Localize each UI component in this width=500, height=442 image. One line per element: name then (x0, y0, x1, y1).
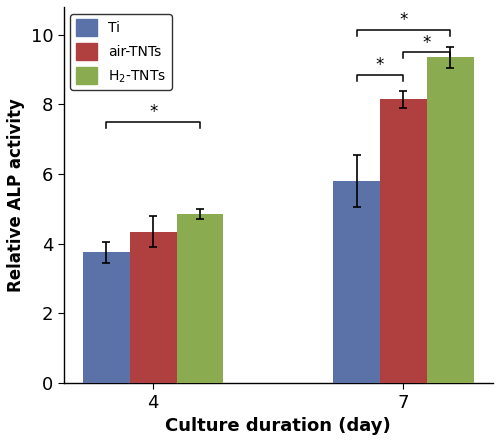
Bar (130, 232, 176, 383)
Bar (83, 252, 130, 383)
Bar (380, 99, 427, 383)
Text: *: * (400, 11, 407, 29)
Bar (334, 181, 380, 383)
Bar (427, 57, 474, 383)
Text: *: * (376, 56, 384, 74)
Bar (176, 214, 223, 383)
X-axis label: Culture duration (day): Culture duration (day) (166, 417, 391, 435)
Text: *: * (422, 34, 431, 52)
Legend: Ti, air-TNTs, H$_2$-TNTs: Ti, air-TNTs, H$_2$-TNTs (70, 14, 172, 90)
Text: *: * (149, 103, 158, 121)
Y-axis label: Relative ALP activity: Relative ALP activity (7, 98, 25, 292)
